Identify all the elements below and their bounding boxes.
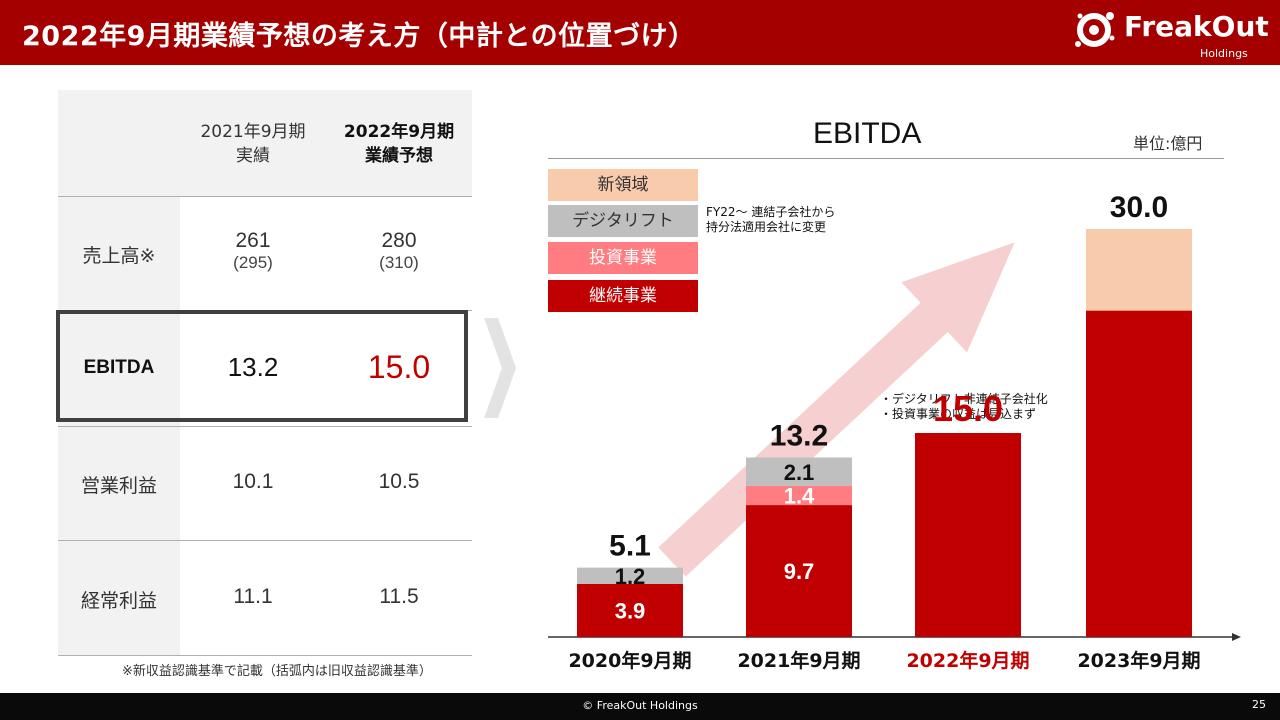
bar-segment-label: 3.9 bbox=[615, 598, 646, 623]
annotation-line: ・デジタリフト非連結子会社化 bbox=[880, 392, 1048, 406]
revenue-fy2022: 280 (310) bbox=[326, 229, 472, 273]
freakout-logo: FreakOut Holdings bbox=[1072, 4, 1272, 62]
bar-segment bbox=[1086, 310, 1192, 637]
header-fy2022-type: 業績予想 bbox=[365, 146, 433, 166]
logo-wordmark: FreakOut bbox=[1124, 10, 1269, 43]
bar-segment bbox=[746, 486, 852, 506]
ebitda-fy2022-value: 15.0 bbox=[367, 349, 431, 385]
table-header-bg bbox=[58, 90, 472, 196]
bar-segment bbox=[577, 567, 683, 584]
x-axis-arrowhead bbox=[1232, 633, 1241, 641]
chevron-right-icon bbox=[484, 318, 516, 418]
slide-header: 2022年9月期業績予想の考え方（中計との位置づけ） FreakOut Hold… bbox=[0, 0, 1280, 65]
row-label-ebitda: EBITDA bbox=[83, 357, 155, 378]
bar-segment-label: 1.4 bbox=[784, 484, 815, 509]
fy2022-annotation: ・デジタリフト非連結子会社化 ・投資事業の収益は見込まず bbox=[880, 392, 1048, 422]
copyright-text: © FreakOut Holdings bbox=[582, 699, 698, 712]
operating-profit-fy2021: 10.1 bbox=[232, 470, 274, 493]
table-divider bbox=[58, 426, 472, 427]
bar-total-label: 13.2 bbox=[770, 419, 828, 452]
chart-title: EBITDA bbox=[813, 117, 922, 150]
row-label-operating-profit: 営業利益 bbox=[80, 475, 157, 497]
ordinary-profit-fy2021: 11.1 bbox=[233, 585, 273, 608]
bar-segment-label: 2.1 bbox=[784, 460, 815, 485]
ebitda-fy2021-value: 13.2 bbox=[227, 352, 279, 382]
bar-segment bbox=[746, 505, 852, 637]
table-header-fy2021: 2021年9月期 実績 bbox=[180, 120, 326, 168]
x-tick-label: 2023年9月期 bbox=[1077, 649, 1200, 672]
header-fy2021-type: 実績 bbox=[236, 146, 270, 166]
revenue-fy2022-old-standard: (310) bbox=[379, 253, 419, 272]
revenue-fy2021-value: 261 bbox=[235, 229, 271, 252]
table-footnote: ※新収益認識基準で記載（括弧内は旧収益認識基準） bbox=[122, 664, 432, 679]
bar-segment-label: 1.2 bbox=[615, 564, 646, 589]
bar-segment bbox=[915, 433, 1021, 637]
results-table: 2021年9月期 実績 2022年9月期 業績予想 売上高※ 261 (295)… bbox=[58, 90, 472, 656]
revenue-fy2021: 261 (295) bbox=[180, 229, 326, 273]
revenue-fy2021-old-standard: (295) bbox=[233, 253, 273, 272]
bar-total-label: 5.1 bbox=[609, 530, 651, 563]
freakout-logo-icon bbox=[1075, 12, 1115, 47]
header-fy2021-period: 2021年9月期 bbox=[200, 122, 306, 142]
row-label-revenue: 売上高※ bbox=[82, 245, 156, 267]
row-label-ordinary-profit: 経常利益 bbox=[80, 590, 157, 612]
legend-note: FY22〜 連結子会社から 持分法適用会社に変更 bbox=[706, 205, 835, 235]
bar-segment bbox=[577, 583, 683, 637]
page-number: 25 bbox=[1252, 698, 1266, 711]
table-divider bbox=[58, 655, 472, 656]
revenue-fy2022-value: 280 bbox=[381, 229, 417, 252]
chart-unit: 単位:億円 bbox=[1133, 134, 1203, 153]
ebitda-highlight-box bbox=[56, 310, 468, 422]
operating-profit-fy2022: 10.5 bbox=[378, 470, 420, 493]
legend-item-continuing: 継続事業 bbox=[548, 280, 698, 312]
header-fy2022-period: 2022年9月期 bbox=[343, 122, 455, 142]
footer-bar: © FreakOut Holdings 25 bbox=[0, 693, 1280, 720]
legend-item-investment: 投資事業 bbox=[548, 242, 698, 274]
slide-title: 2022年9月期業績予想の考え方（中計との位置づけ） bbox=[22, 21, 696, 52]
x-tick-label: 2022年9月期 bbox=[906, 649, 1029, 672]
bar-segment bbox=[1086, 229, 1192, 311]
x-tick-label: 2020年9月期 bbox=[568, 649, 691, 672]
logo-subtitle: Holdings bbox=[1200, 47, 1248, 60]
table-divider bbox=[58, 196, 472, 197]
bar-segment bbox=[746, 457, 852, 487]
legend-item-new-domain: 新領域 bbox=[548, 169, 698, 201]
table-header-fy2022: 2022年9月期 業績予想 bbox=[326, 120, 472, 168]
legend-note-line: 持分法適用会社に変更 bbox=[706, 220, 827, 234]
annotation-line: ・投資事業の収益は見込まず bbox=[880, 407, 1037, 421]
legend-item-digitalift: デジタリフト bbox=[548, 205, 698, 237]
bar-total-label: 30.0 bbox=[1110, 191, 1168, 224]
legend-note-line: FY22〜 連結子会社から bbox=[706, 205, 836, 219]
table-divider bbox=[58, 540, 472, 541]
ordinary-profit-fy2022: 11.5 bbox=[379, 585, 419, 608]
x-tick-label: 2021年9月期 bbox=[737, 649, 860, 672]
bar-total-label: 15.0 bbox=[933, 388, 1003, 429]
bar-segment-label: 9.7 bbox=[784, 559, 815, 584]
chart-title-rule bbox=[548, 158, 1224, 159]
